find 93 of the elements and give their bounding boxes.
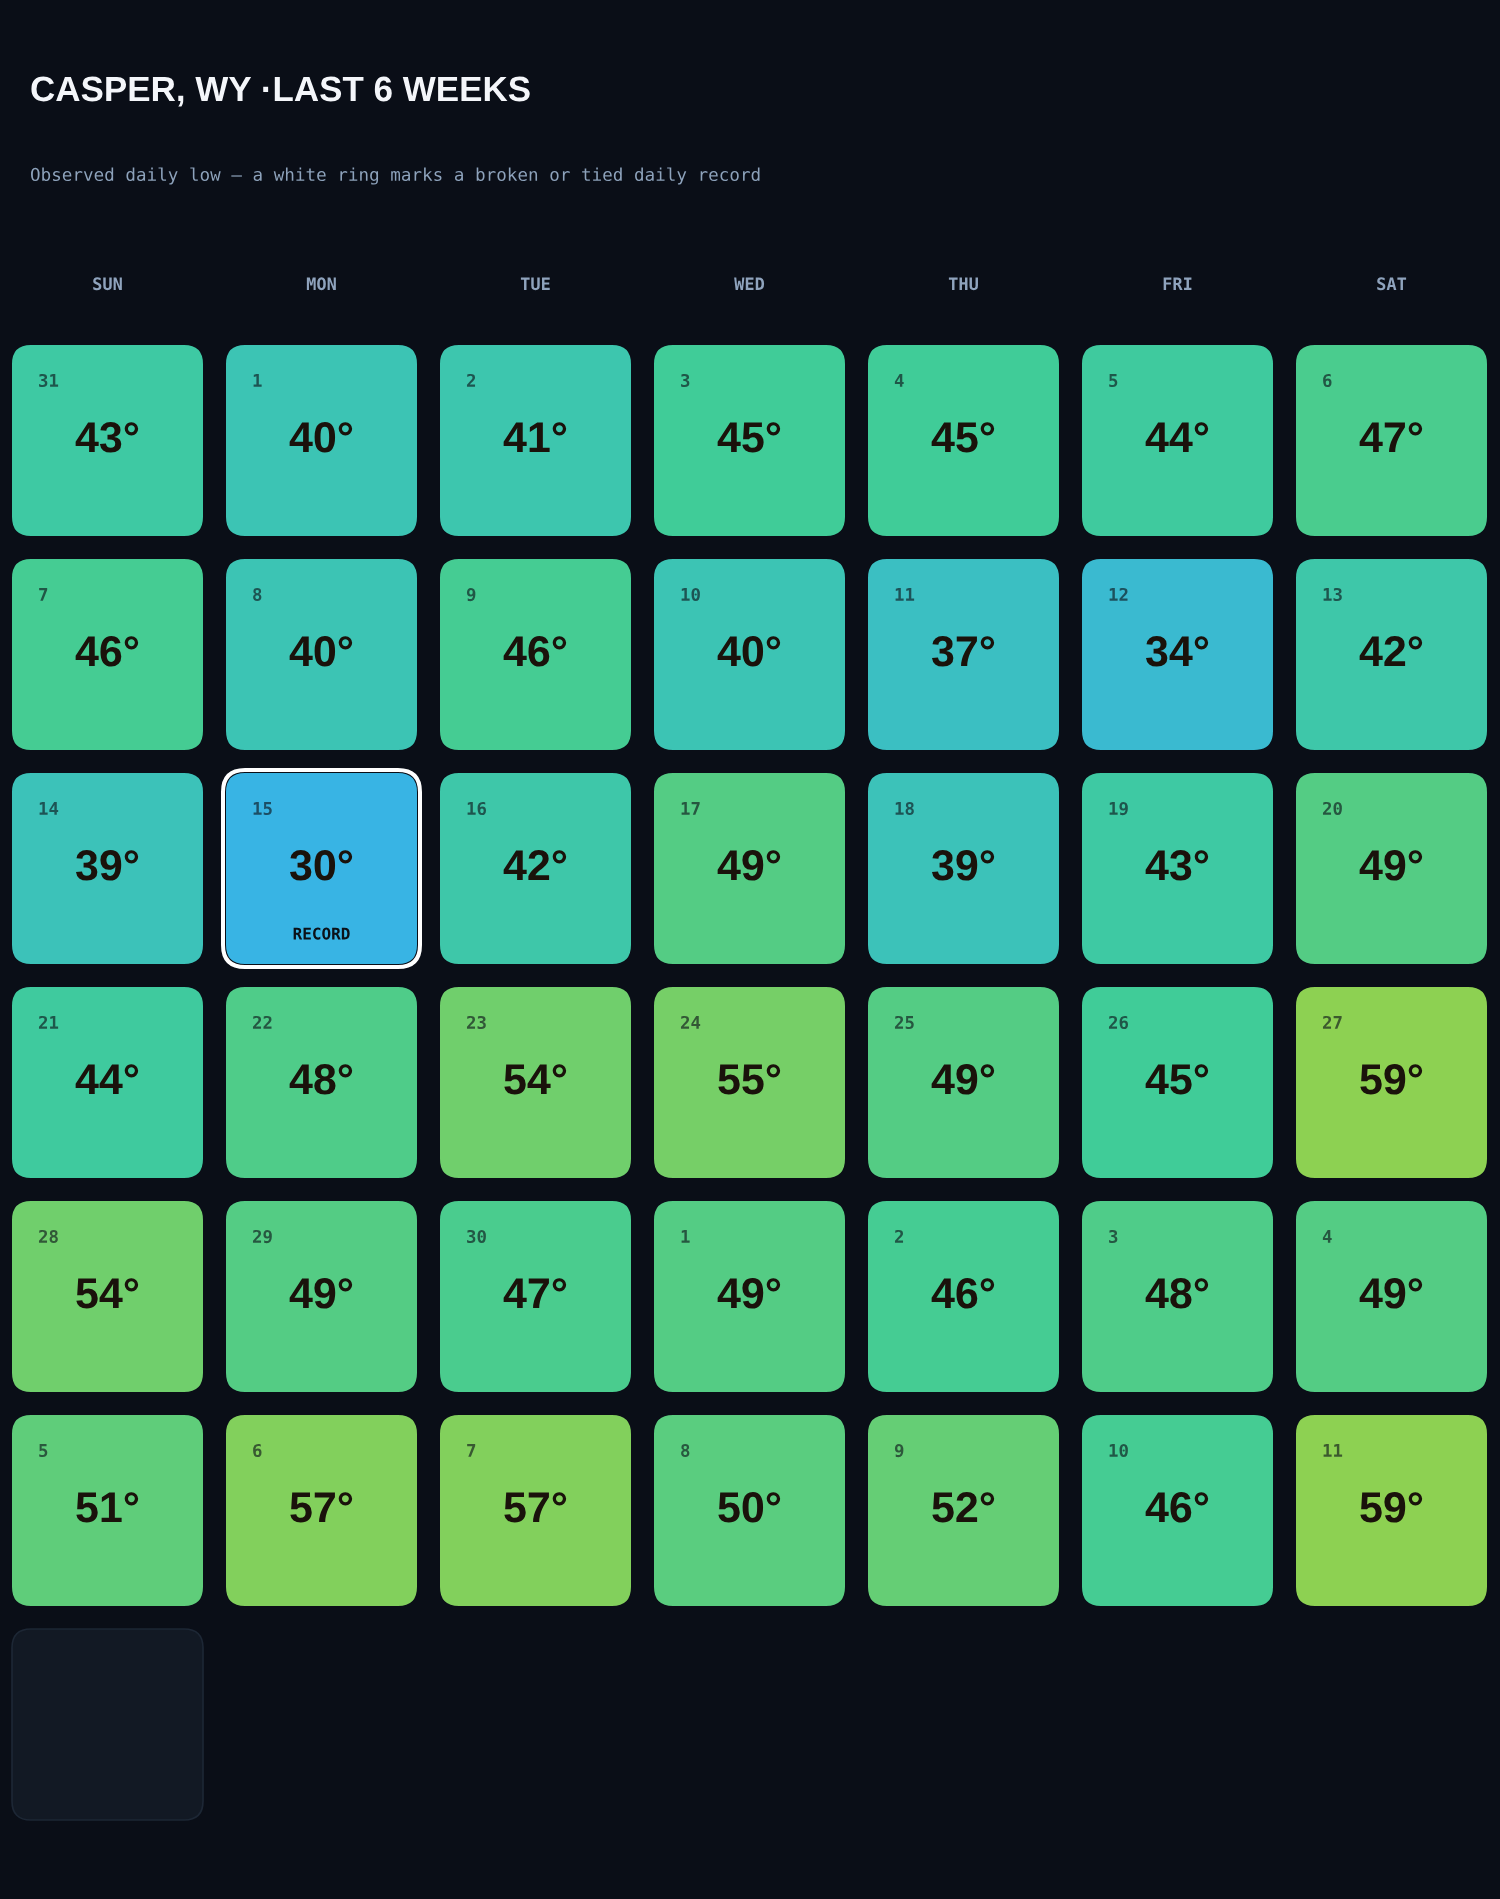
data-label: 40°	[289, 636, 353, 667]
data-label: 39°	[75, 850, 139, 881]
data-label: 44°	[1145, 422, 1209, 453]
annotation: 4	[894, 374, 904, 387]
annotation: 27	[1322, 1015, 1342, 1029]
annotation: 31	[39, 373, 59, 388]
data-label: 57°	[290, 1492, 353, 1523]
annotation: 11	[895, 588, 915, 601]
data-label: 37°	[931, 636, 995, 667]
x-tick-label: TUE	[520, 277, 550, 291]
annotation: 19	[1109, 802, 1128, 816]
annotation: 24	[680, 1015, 701, 1029]
x-tick-label: THU	[948, 277, 978, 291]
annotation: 9	[466, 588, 476, 602]
annotation: 14	[39, 802, 59, 815]
data-label: 49°	[717, 1278, 781, 1309]
data-label: 40°	[289, 422, 353, 453]
data-label: 55°	[718, 1064, 781, 1095]
annotation: 11	[1323, 1444, 1343, 1457]
x-tick-label: MON	[306, 277, 336, 291]
annotation: 22	[252, 1015, 272, 1029]
annotation: 3	[1109, 1229, 1118, 1244]
annotation: 15	[253, 802, 272, 816]
annotation: 29	[252, 1229, 272, 1244]
data-label: 34°	[1145, 636, 1209, 667]
annotation: 21	[38, 1015, 59, 1029]
annotation: 10	[1109, 1443, 1128, 1458]
annotation: 12	[1109, 587, 1128, 601]
data-label: 54°	[504, 1064, 567, 1095]
data-label: 46°	[931, 1278, 995, 1309]
data-label: 54°	[76, 1278, 139, 1309]
x-tick-label: SAT	[1377, 277, 1407, 291]
data-label: 49°	[931, 1064, 995, 1095]
annotation: 8	[253, 587, 262, 602]
data-label: 40°	[717, 636, 781, 667]
data-label: 48°	[1145, 1278, 1209, 1309]
annotation: 8	[681, 1443, 690, 1458]
data-label: 45°	[717, 422, 781, 453]
data-label: 50°	[718, 1492, 781, 1523]
data-label: 49°	[1359, 850, 1423, 881]
data-label: 42°	[503, 850, 567, 881]
x-tick-label: WED	[734, 277, 765, 290]
data-label: 46°	[75, 636, 139, 667]
annotation: 17	[681, 802, 700, 815]
data-label: 49°	[1359, 1278, 1423, 1309]
annotation: 1	[253, 374, 262, 387]
data-label: 47°	[1359, 422, 1423, 453]
data-label: 59°	[1360, 1492, 1423, 1523]
data-label: 59°	[1360, 1064, 1423, 1095]
annotation: 25	[894, 1015, 914, 1030]
annotation: 5	[39, 1444, 48, 1458]
annotation: 30	[467, 1229, 486, 1244]
annotation: 2	[894, 1229, 904, 1243]
annotation: 3	[681, 373, 690, 388]
data-label: 47°	[503, 1278, 567, 1309]
annotation: 1	[681, 1230, 690, 1243]
chart-subtitle: Observed daily low — a white ring marks a broken or tied daily record	[31, 167, 760, 185]
data-label: 43°	[75, 422, 139, 453]
annotation: 20	[1322, 801, 1342, 816]
data-label: 46°	[503, 636, 567, 667]
x-tick-label: FRI	[1163, 277, 1192, 290]
chart-title: CASPER, WY ·LAST 6 WEEKS	[31, 76, 530, 107]
annotation: 23	[466, 1015, 486, 1030]
annotation: 26	[1108, 1015, 1129, 1030]
annotation: 2	[466, 373, 476, 387]
annotation: 16	[467, 801, 487, 816]
annotation: 28	[38, 1229, 58, 1244]
data-label: 49°	[717, 850, 781, 881]
data-label: 48°	[289, 1064, 353, 1095]
annotation: 13	[1323, 587, 1342, 602]
data-label: 30° RECORD	[289, 850, 353, 940]
data-label: 52°	[932, 1492, 995, 1523]
data-label: 39°	[931, 850, 995, 881]
annotation: 7	[39, 588, 48, 601]
data-label: 49°	[289, 1278, 353, 1309]
x-tick-label: SUN	[93, 277, 122, 291]
annotation: 4	[1322, 1230, 1332, 1243]
data-label: 45°	[1145, 1064, 1209, 1095]
data-label: 57°	[504, 1492, 567, 1523]
annotation: 7	[467, 1444, 476, 1457]
data-label: 42°	[1359, 636, 1423, 667]
data-label: 46°	[1145, 1492, 1209, 1523]
annotation: 10	[681, 587, 700, 602]
annotation: 6	[1323, 373, 1332, 388]
data-label: 41°	[503, 422, 567, 453]
data-label: 51°	[76, 1492, 139, 1523]
data-label: 43°	[1145, 850, 1209, 881]
data-label: 44°	[75, 1064, 139, 1095]
annotation: 6	[253, 1443, 262, 1458]
annotation: 18	[895, 801, 914, 816]
annotation: 9	[894, 1444, 904, 1458]
data-label: 45°	[931, 422, 995, 453]
annotation: 5	[1109, 374, 1118, 388]
